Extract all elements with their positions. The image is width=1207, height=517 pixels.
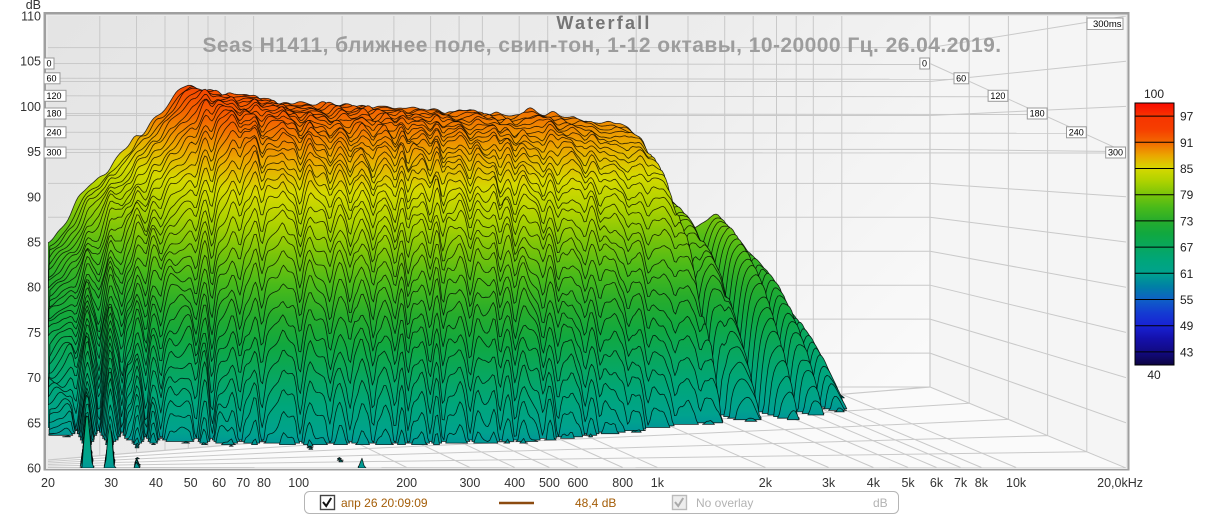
- svg-text:43: 43: [1180, 345, 1194, 359]
- svg-text:50: 50: [184, 476, 198, 490]
- svg-text:10k: 10k: [1006, 476, 1027, 490]
- svg-text:600: 600: [567, 476, 588, 490]
- svg-text:апр 26 20:09:09: апр 26 20:09:09: [341, 496, 428, 510]
- svg-text:100: 100: [1144, 87, 1164, 101]
- svg-text:dB: dB: [26, 0, 41, 12]
- svg-text:120: 120: [47, 91, 62, 101]
- svg-text:8k: 8k: [975, 476, 989, 490]
- svg-text:80: 80: [257, 476, 271, 490]
- svg-text:No overlay: No overlay: [696, 496, 753, 510]
- svg-text:70: 70: [27, 371, 41, 385]
- svg-text:61: 61: [1180, 267, 1194, 281]
- svg-text:3k: 3k: [822, 476, 836, 490]
- svg-text:70: 70: [236, 476, 250, 490]
- svg-text:79: 79: [1180, 188, 1194, 202]
- svg-text:Waterfall: Waterfall: [556, 13, 651, 33]
- svg-text:120: 120: [990, 91, 1005, 101]
- svg-text:200: 200: [396, 476, 417, 490]
- svg-text:110: 110: [21, 10, 41, 24]
- svg-text:300: 300: [459, 476, 480, 490]
- svg-text:60: 60: [212, 476, 226, 490]
- svg-text:180: 180: [1030, 109, 1045, 119]
- svg-text:95: 95: [27, 145, 41, 159]
- svg-text:20,0kHz: 20,0kHz: [1097, 476, 1143, 490]
- svg-text:85: 85: [1180, 162, 1194, 176]
- svg-text:300: 300: [1108, 148, 1123, 158]
- svg-text:400: 400: [504, 476, 525, 490]
- svg-text:300: 300: [47, 148, 62, 158]
- svg-text:91: 91: [1180, 136, 1194, 150]
- svg-text:180: 180: [47, 109, 62, 119]
- svg-text:60: 60: [27, 462, 41, 476]
- svg-text:800: 800: [612, 476, 633, 490]
- svg-text:75: 75: [27, 326, 41, 340]
- svg-text:dB: dB: [873, 496, 888, 510]
- svg-text:6k: 6k: [930, 476, 944, 490]
- svg-text:90: 90: [27, 190, 41, 204]
- svg-text:40: 40: [149, 476, 163, 490]
- svg-text:0: 0: [47, 59, 52, 69]
- svg-text:48,4 dB: 48,4 dB: [575, 496, 616, 510]
- svg-text:67: 67: [1180, 241, 1194, 255]
- svg-text:1k: 1k: [651, 476, 665, 490]
- svg-text:65: 65: [27, 416, 41, 430]
- svg-text:4k: 4k: [867, 476, 881, 490]
- svg-text:73: 73: [1180, 214, 1194, 228]
- svg-text:240: 240: [47, 127, 62, 137]
- svg-text:0: 0: [922, 59, 927, 69]
- svg-text:80: 80: [27, 281, 41, 295]
- svg-text:7k: 7k: [954, 476, 968, 490]
- svg-text:97: 97: [1180, 110, 1194, 124]
- svg-text:Seas H1411, ближнее поле, свип: Seas H1411, ближнее поле, свип-тон, 1-12…: [202, 34, 1001, 57]
- svg-text:300ms: 300ms: [1093, 19, 1122, 30]
- svg-text:105: 105: [20, 55, 41, 69]
- svg-text:60: 60: [956, 73, 966, 83]
- svg-text:240: 240: [1069, 127, 1084, 137]
- svg-text:49: 49: [1180, 319, 1194, 333]
- svg-text:500: 500: [539, 476, 560, 490]
- svg-text:85: 85: [27, 236, 41, 250]
- svg-text:30: 30: [104, 476, 118, 490]
- svg-text:60: 60: [47, 73, 57, 83]
- svg-text:2k: 2k: [759, 476, 773, 490]
- svg-text:5k: 5k: [901, 476, 915, 490]
- svg-text:100: 100: [288, 476, 309, 490]
- svg-text:55: 55: [1180, 293, 1194, 307]
- svg-text:20: 20: [41, 476, 55, 490]
- svg-text:100: 100: [20, 100, 41, 114]
- svg-text:40: 40: [1147, 368, 1161, 382]
